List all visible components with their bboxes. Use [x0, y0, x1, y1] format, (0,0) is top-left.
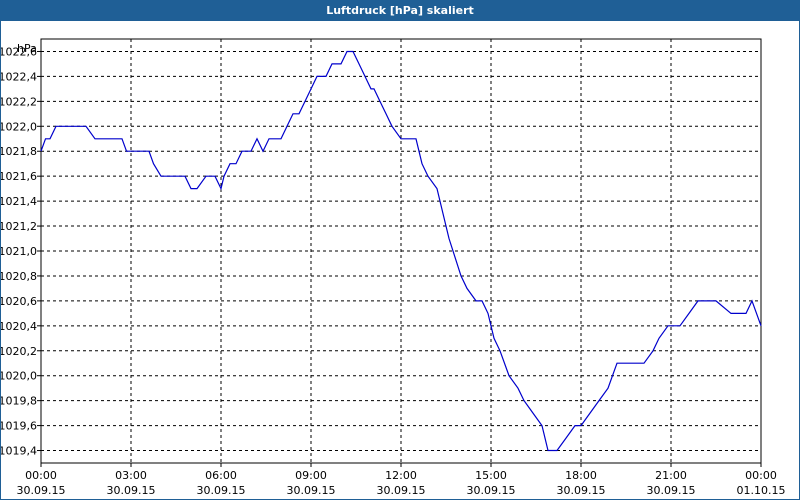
- y-tick-label: 1020,6: [1, 295, 37, 308]
- x-tick-date-label: 30.09.15: [107, 484, 156, 497]
- x-tick-time-label: 06:00: [205, 469, 237, 482]
- window-title: Luftdruck [hPa] skaliert: [1, 1, 799, 21]
- x-tick-date-label: 30.09.15: [287, 484, 336, 497]
- x-tick-date-label: 30.09.15: [467, 484, 516, 497]
- y-tick-label: 1022,0: [1, 120, 37, 133]
- y-tick-label: 1020,2: [1, 345, 37, 358]
- y-tick-label: 1021,6: [1, 170, 37, 183]
- x-tick-time-label: 18:00: [565, 469, 597, 482]
- x-tick-date-label: 30.09.15: [647, 484, 696, 497]
- x-tick-date-label: 30.09.15: [377, 484, 426, 497]
- x-tick-time-label: 00:00: [745, 469, 777, 482]
- series-line-pressure: [40, 50, 762, 452]
- y-tick-label: 1019,6: [1, 420, 37, 433]
- y-tick-label: 1020,4: [1, 320, 37, 333]
- x-tick-time-label: 21:00: [655, 469, 687, 482]
- y-tick-label: 1022,4: [1, 70, 37, 83]
- x-tick-date-label: 30.09.15: [197, 484, 246, 497]
- x-tick-time-label: 03:00: [115, 469, 147, 482]
- x-tick-date-label: 30.09.15: [17, 484, 66, 497]
- x-tick-time-label: 15:00: [475, 469, 507, 482]
- y-axis-unit-label: hPa: [17, 42, 37, 55]
- x-tick-date-label: 30.09.15: [557, 484, 606, 497]
- y-tick-label: 1019,4: [1, 445, 37, 458]
- y-tick-label: 1021,8: [1, 145, 37, 158]
- y-tick-label: 1022,2: [1, 95, 37, 108]
- y-tick-label: 1021,4: [1, 195, 37, 208]
- x-tick-time-label: 09:00: [295, 469, 327, 482]
- y-tick-label: 1022,6: [1, 45, 37, 58]
- x-tick-time-label: 12:00: [385, 469, 417, 482]
- x-tick-time-label: 00:00: [25, 469, 57, 482]
- y-tick-label: 1021,0: [1, 245, 37, 258]
- y-tick-label: 1021,2: [1, 220, 37, 233]
- y-tick-label: 1020,8: [1, 270, 37, 283]
- y-tick-label: 1019,8: [1, 395, 37, 408]
- x-tick-date-label: 01.10.15: [737, 484, 786, 497]
- y-tick-label: 1020,0: [1, 370, 37, 383]
